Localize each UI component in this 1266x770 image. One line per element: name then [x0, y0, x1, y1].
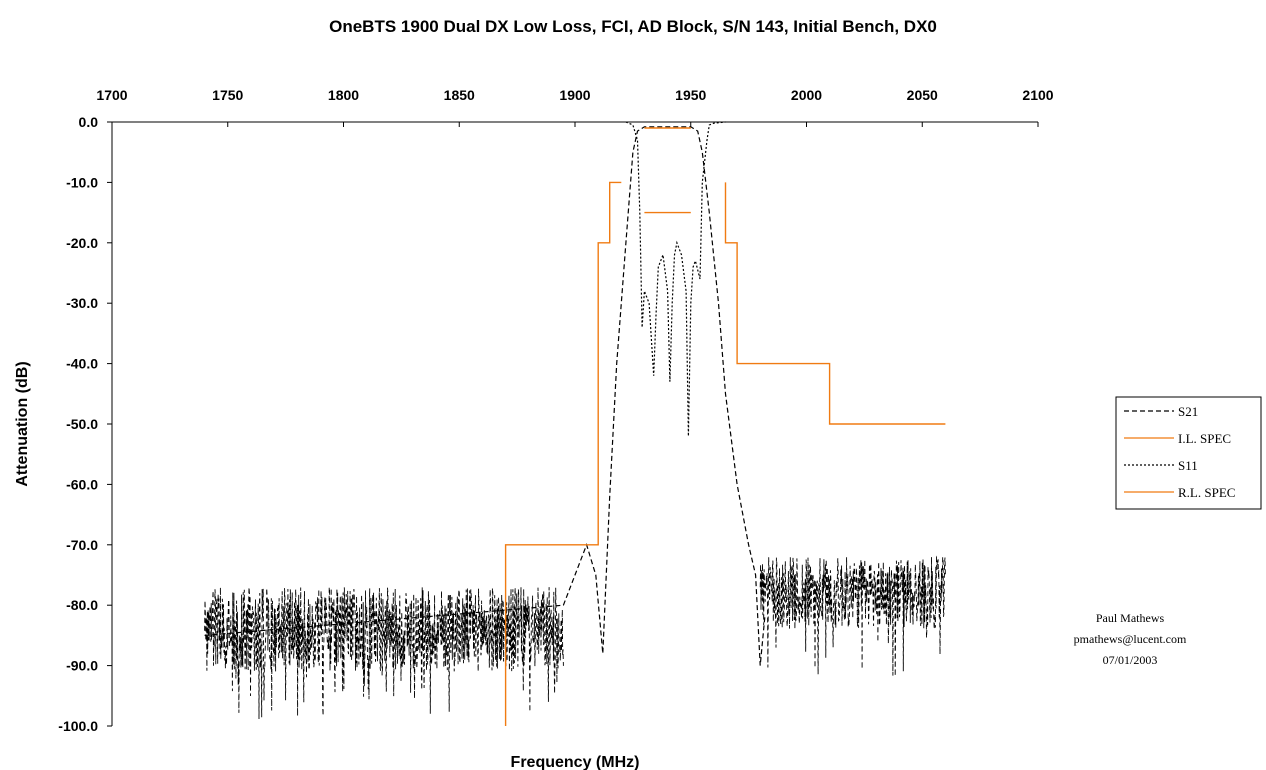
x-tick-label: 1800	[328, 87, 359, 103]
y-tick-label: -80.0	[66, 597, 98, 613]
series-r-l-spec-segment	[724, 182, 946, 425]
x-tick-label: 1850	[444, 87, 475, 103]
x-tick-label: 2000	[791, 87, 822, 103]
y-tick-label: -90.0	[66, 658, 98, 674]
series-s21-noise-low	[204, 587, 564, 720]
y-tick-label: 0.0	[79, 114, 99, 130]
series-s21-noise-high	[759, 555, 946, 677]
y-tick-label: -30.0	[66, 295, 98, 311]
author-date: 07/01/2003	[1103, 653, 1158, 667]
author-name: Paul Mathews	[1096, 611, 1165, 625]
y-tick-label: -100.0	[58, 718, 98, 734]
legend-box	[1115, 396, 1262, 510]
x-tick-label: 2100	[1022, 87, 1053, 103]
legend-label: S11	[1178, 458, 1198, 473]
legend-label: I.L. SPEC	[1178, 431, 1231, 446]
y-tick-label: -50.0	[66, 416, 98, 432]
series-layer	[204, 121, 946, 726]
author-note: Paul Mathews pmathews@lucent.com 07/01/2…	[1074, 611, 1187, 667]
series-s11-line	[625, 121, 726, 437]
x-axis-label: Frequency (MHz)	[511, 754, 640, 770]
series-r-l-spec-segment	[504, 181, 622, 726]
y-tick-label: -10.0	[66, 174, 98, 190]
author-email: pmathews@lucent.com	[1074, 632, 1187, 646]
y-axis-label: Attenuation (dB)	[14, 361, 31, 486]
y-tick-label: -40.0	[66, 356, 98, 372]
x-tick-label: 1750	[212, 87, 243, 103]
y-tick-label: -20.0	[66, 235, 98, 251]
legend-label: R.L. SPEC	[1178, 485, 1235, 500]
legend: S21 I.L. SPEC S11 R.L. SPEC	[1115, 396, 1262, 510]
x-tick-label: 1950	[675, 87, 706, 103]
y-tick-label: -60.0	[66, 476, 98, 492]
chart-title: OneBTS 1900 Dual DX Low Loss, FCI, AD Bl…	[329, 17, 937, 36]
legend-label: S21	[1178, 404, 1198, 419]
y-tick-label: -70.0	[66, 537, 98, 553]
x-tick-label: 1900	[559, 87, 590, 103]
series-s21-line	[204, 126, 766, 666]
x-tick-label: 2050	[907, 87, 938, 103]
axes: 1700 1750 1800 1850 1900 1950 2000 2050 2100 0.0 -…	[58, 87, 1053, 734]
x-tick-label: 1700	[96, 87, 127, 103]
